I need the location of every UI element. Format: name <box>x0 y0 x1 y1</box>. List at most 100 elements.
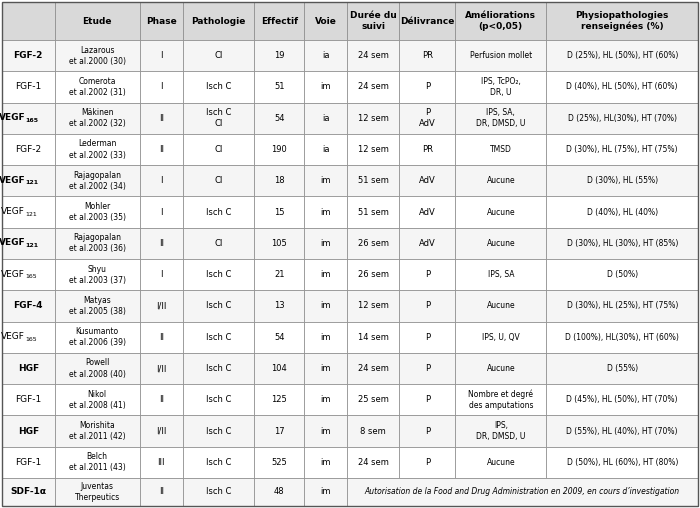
Bar <box>347 447 400 478</box>
Bar <box>140 416 183 447</box>
Bar <box>2 384 55 416</box>
Bar <box>455 40 547 71</box>
Bar <box>455 259 547 290</box>
Text: 48: 48 <box>274 488 285 496</box>
Text: D (50%), HL (60%), HT (80%): D (50%), HL (60%), HT (80%) <box>566 458 678 467</box>
Text: D (50%): D (50%) <box>607 270 638 279</box>
Text: FGF-1: FGF-1 <box>15 82 41 91</box>
Bar <box>55 71 140 103</box>
Text: Isch C: Isch C <box>206 427 231 435</box>
Bar <box>2 353 55 384</box>
Bar <box>455 71 547 103</box>
Text: Mäkinen
et al.2002 (32): Mäkinen et al.2002 (32) <box>69 108 125 128</box>
Text: VEGF: VEGF <box>1 332 25 341</box>
Bar <box>140 134 183 165</box>
Text: 121: 121 <box>25 180 38 185</box>
Text: 13: 13 <box>274 301 285 310</box>
Bar <box>455 384 547 416</box>
Text: Belch
et al.2011 (43): Belch et al.2011 (43) <box>69 452 125 472</box>
Text: HGF: HGF <box>18 364 39 373</box>
Text: HGF: HGF <box>18 427 39 435</box>
Text: Effectif: Effectif <box>260 16 298 25</box>
Bar <box>304 103 347 134</box>
Bar <box>140 165 183 197</box>
Text: D (100%), HL(30%), HT (60%): D (100%), HL(30%), HT (60%) <box>566 333 679 342</box>
Bar <box>304 416 347 447</box>
Text: im: im <box>321 333 331 342</box>
Text: 51 sem: 51 sem <box>358 176 388 185</box>
Bar <box>2 134 55 165</box>
Bar <box>347 134 400 165</box>
Text: im: im <box>321 458 331 467</box>
Text: FGF-2: FGF-2 <box>13 51 43 60</box>
Bar <box>547 197 698 228</box>
Text: Lederman
et al.2002 (33): Lederman et al.2002 (33) <box>69 140 125 160</box>
Bar <box>547 228 698 259</box>
Text: 165: 165 <box>25 337 37 342</box>
Text: II: II <box>159 239 164 248</box>
Bar <box>55 478 140 506</box>
Bar <box>55 165 140 197</box>
Text: 125: 125 <box>272 395 287 404</box>
Bar <box>547 384 698 416</box>
Text: Morishita
et al.2011 (42): Morishita et al.2011 (42) <box>69 421 125 441</box>
Text: 104: 104 <box>272 364 287 373</box>
Text: Powell
et al.2008 (40): Powell et al.2008 (40) <box>69 359 125 378</box>
Text: Rajagopalan
et al.2002 (34): Rajagopalan et al.2002 (34) <box>69 171 125 191</box>
Text: II: II <box>159 333 164 342</box>
Text: Kusumanto
et al.2006 (39): Kusumanto et al.2006 (39) <box>69 327 125 347</box>
Text: 54: 54 <box>274 114 284 123</box>
Text: D (55%), HL (40%), HT (70%): D (55%), HL (40%), HT (70%) <box>566 427 678 435</box>
Bar <box>400 290 455 322</box>
Text: im: im <box>321 301 331 310</box>
Text: Nikol
et al.2008 (41): Nikol et al.2008 (41) <box>69 390 125 410</box>
Text: 26 sem: 26 sem <box>358 239 388 248</box>
Text: I: I <box>160 51 162 60</box>
Text: 12 sem: 12 sem <box>358 114 388 123</box>
Text: 51 sem: 51 sem <box>358 208 388 216</box>
Bar <box>140 478 183 506</box>
Text: CI: CI <box>214 51 223 60</box>
Text: 165: 165 <box>25 118 38 123</box>
Bar <box>400 71 455 103</box>
Bar <box>2 197 55 228</box>
Text: VEGF: VEGF <box>0 238 25 247</box>
Text: P: P <box>425 270 430 279</box>
Text: 15: 15 <box>274 208 284 216</box>
Text: P: P <box>425 458 430 467</box>
Text: 24 sem: 24 sem <box>358 51 388 60</box>
Text: D (25%), HL(30%), HT (70%): D (25%), HL(30%), HT (70%) <box>568 114 677 123</box>
Bar <box>254 478 304 506</box>
Bar <box>2 290 55 322</box>
Text: 121: 121 <box>25 243 38 248</box>
Text: im: im <box>321 82 331 91</box>
Bar <box>547 2 698 40</box>
Text: Shyu
et al.2003 (37): Shyu et al.2003 (37) <box>69 265 125 284</box>
Bar <box>55 2 140 40</box>
Text: Aucune: Aucune <box>486 239 515 248</box>
Text: ia: ia <box>322 114 330 123</box>
Bar <box>304 322 347 353</box>
Text: Isch C: Isch C <box>206 458 231 467</box>
Bar <box>254 165 304 197</box>
Text: FGF-1: FGF-1 <box>15 395 41 404</box>
Bar <box>347 353 400 384</box>
Bar <box>347 416 400 447</box>
Bar <box>2 2 55 40</box>
Bar <box>304 197 347 228</box>
Bar <box>455 322 547 353</box>
Bar <box>2 71 55 103</box>
Text: im: im <box>321 239 331 248</box>
Bar <box>183 290 254 322</box>
Bar <box>254 134 304 165</box>
Text: I: I <box>160 208 162 216</box>
Text: Juventas
Therpeutics: Juventas Therpeutics <box>74 482 120 502</box>
Bar <box>140 384 183 416</box>
Text: 190: 190 <box>272 145 287 154</box>
Text: 17: 17 <box>274 427 285 435</box>
Text: 8 sem: 8 sem <box>360 427 386 435</box>
Bar <box>400 165 455 197</box>
Bar <box>347 71 400 103</box>
Bar <box>347 40 400 71</box>
Bar <box>400 228 455 259</box>
